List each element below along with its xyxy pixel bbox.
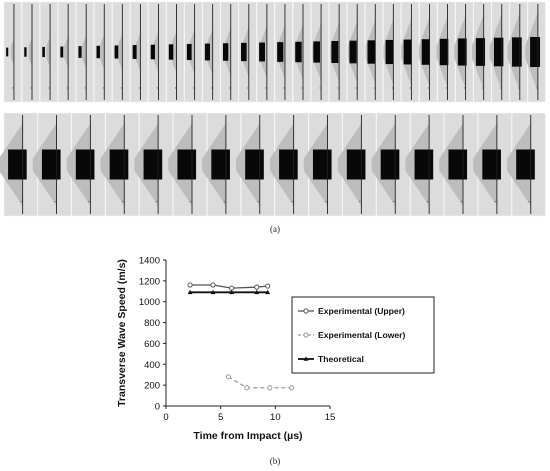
photo-frame (439, 112, 478, 217)
data-point (303, 332, 309, 338)
chart-series (187, 282, 295, 391)
photo-frame (75, 1, 95, 103)
data-point (289, 385, 295, 391)
x-tick-label: 5 (218, 412, 223, 423)
photo-frame (472, 1, 492, 103)
photo-frame (371, 112, 411, 217)
photo-row-2 (0, 112, 546, 217)
y-tick-label: 1400 (139, 256, 160, 267)
photo-frame (202, 112, 241, 217)
photo-frame (274, 1, 293, 103)
photo-frame (365, 1, 384, 103)
chart-axes: 0 200 400 600 800 1000 1200 1400 0 5 10 15 Time from… (116, 256, 335, 443)
photo-frame (100, 112, 140, 217)
photo-frame (292, 1, 311, 103)
y-tick-label: 0 (155, 402, 160, 413)
photo-frame (418, 1, 438, 103)
photo-frame (473, 112, 512, 217)
photo-frame (310, 1, 329, 103)
x-tick-label: 15 (325, 412, 336, 423)
data-point (254, 284, 260, 290)
series (187, 289, 271, 295)
photo-frame (436, 1, 456, 103)
photo-frame (32, 112, 72, 217)
legend-label: Experimental (Upper) (318, 306, 405, 316)
x-tick-label: 10 (270, 412, 281, 423)
photo-frame (57, 1, 76, 103)
photo-frame (66, 112, 106, 217)
photo-frame (328, 1, 347, 103)
photo-frame (184, 1, 203, 103)
photo-frame (0, 112, 38, 217)
data-point (267, 385, 273, 391)
photo-frame (346, 1, 366, 103)
photo-frame (94, 1, 113, 103)
series (225, 374, 295, 391)
photo-row-1 (3, 1, 546, 103)
photo-frame (238, 1, 257, 103)
photo-frame (303, 112, 343, 217)
x-tick-label: 0 (163, 412, 168, 423)
y-tick-label: 800 (144, 318, 160, 329)
legend-item: Theoretical (298, 354, 364, 364)
photo-frame (383, 1, 402, 103)
photo-frame (337, 112, 377, 217)
data-point (303, 356, 309, 361)
y-axis-label: Transverse Wave Speed (m/s) (116, 259, 128, 407)
photo-frame (489, 1, 510, 103)
data-point (187, 289, 193, 295)
chart-legend: Experimental (Upper) Experimental (Lower)… (291, 296, 435, 374)
legend-box (291, 296, 435, 374)
y-tick-label: 400 (144, 360, 160, 371)
photo-frame (21, 1, 40, 103)
photo-frame (112, 1, 131, 103)
photo-frame (507, 1, 528, 103)
data-point (210, 282, 216, 288)
photo-frame (3, 1, 22, 103)
figure-caption-a: (a) (270, 224, 280, 234)
figure-caption-b: (b) (269, 456, 281, 466)
photo-frame (130, 1, 149, 103)
y-tick-label: 600 (144, 339, 160, 350)
data-point (229, 285, 235, 291)
photo-frame (269, 112, 309, 217)
photo-frame (236, 112, 275, 217)
photo-frame (168, 112, 207, 217)
photo-frame (39, 1, 58, 103)
photo-frame (220, 1, 239, 103)
x-axis-label: Time from Impact (µs) (193, 430, 302, 442)
data-point (225, 374, 231, 380)
photo-frame (166, 1, 185, 103)
series (187, 282, 271, 291)
y-tick-label: 1000 (139, 297, 160, 308)
photo-frame (202, 1, 221, 103)
photo-frame (148, 1, 167, 103)
legend-label: Experimental (Lower) (318, 330, 406, 340)
series-line (227, 376, 292, 389)
photo-frame (401, 1, 420, 103)
data-point (265, 283, 271, 289)
photo-frame (507, 112, 546, 217)
data-point (244, 385, 250, 391)
photo-frame (525, 1, 546, 103)
data-point (265, 289, 271, 295)
data-point (303, 308, 309, 314)
data-point (210, 289, 216, 295)
legend-label: Theoretical (318, 354, 364, 364)
wave-speed-chart: 0 200 400 600 800 1000 1200 1400 0 5 10 15 Time from… (116, 256, 435, 443)
photo-sequence (0, 1, 546, 217)
photo-frame (454, 1, 474, 103)
y-tick-label: 200 (144, 381, 160, 392)
data-point (187, 282, 193, 288)
photo-frame (405, 112, 445, 217)
legend-item: Experimental (Lower) (298, 330, 406, 340)
photo-frame (256, 1, 275, 103)
data-point (254, 289, 260, 295)
data-point (229, 289, 234, 295)
y-tick-label: 1200 (139, 276, 160, 287)
legend-item: Experimental (Upper) (298, 306, 405, 316)
photo-frame (134, 112, 174, 217)
